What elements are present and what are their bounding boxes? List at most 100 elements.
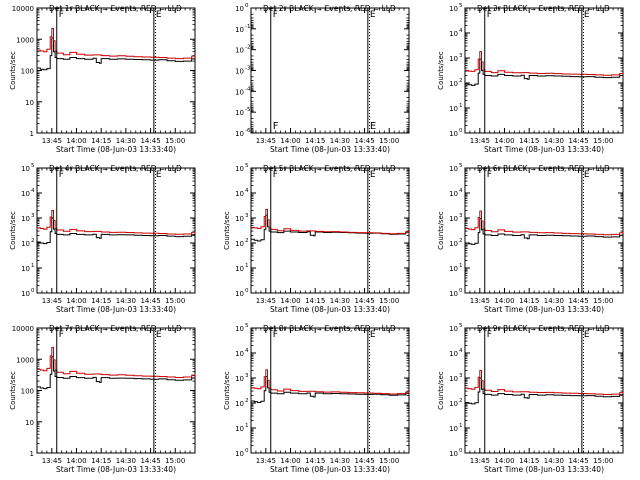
- x-tick-label: 14:45: [140, 297, 160, 305]
- marker-label-top: E: [156, 170, 162, 180]
- chart-title: Det 2r BLACK = Events, RED = LLD: [263, 4, 396, 13]
- x-axis-label: Start Time (08-Jun-03 13:33:40): [56, 305, 176, 314]
- y-tick-exponent: 2: [459, 238, 463, 244]
- series-line-events: [465, 58, 624, 86]
- y-tick-label: 10: [235, 375, 244, 383]
- y-tick-label: 10: [235, 240, 244, 248]
- y-tick-exponent: 4: [459, 188, 463, 194]
- chart-title: Det 7r BLACK = Events, RED = LLD: [49, 324, 182, 333]
- plot-frame: [36, 7, 196, 134]
- y-tick-label: 10: [235, 130, 244, 138]
- y-tick-label: 10: [235, 190, 244, 198]
- chart-title: Det 1r BLACK = Events, RED = LLD: [49, 4, 182, 13]
- x-tick-label: 15:00: [379, 297, 399, 305]
- y-axis-label: Counts/sec: [9, 371, 17, 410]
- y-tick-label: 10: [235, 5, 244, 13]
- y-axis-label: Counts/sec: [437, 371, 445, 410]
- y-tick-exponent: 0: [459, 128, 463, 134]
- marker-label-top: F: [273, 10, 278, 20]
- y-tick-exponent: 3: [459, 373, 463, 379]
- y-tick-exponent: 4: [245, 348, 249, 354]
- y-tick-exponent: 2: [459, 398, 463, 404]
- x-tick-label: 15:00: [165, 137, 185, 145]
- y-tick-exponent: 2: [31, 238, 35, 244]
- marker-label-top: F: [59, 170, 64, 180]
- x-tick-label: 14:30: [330, 137, 350, 145]
- marker-label-top: F: [273, 170, 278, 180]
- x-tick-label: 14:00: [494, 137, 514, 145]
- series-line-events: [37, 356, 196, 390]
- marker-label-top: E: [584, 170, 590, 180]
- marker-label-top: E: [584, 330, 590, 340]
- y-tick-label: 10: [449, 400, 458, 408]
- x-tick-label: 13:45: [470, 137, 490, 145]
- y-tick-exponent: 3: [459, 213, 463, 219]
- series-line-lld: [251, 369, 410, 395]
- marker-label-top: E: [156, 330, 162, 340]
- y-tick-label: 10: [235, 325, 244, 333]
- y-axis-label: Counts/sec: [9, 51, 17, 90]
- series-line-lld: [465, 210, 624, 236]
- y-tick-exponent: -2: [245, 45, 250, 51]
- x-axis-label: Start Time (08-Jun-03 13:33:40): [56, 465, 176, 474]
- y-tick-label: 100: [21, 388, 34, 396]
- y-tick-label: 10: [21, 190, 30, 198]
- x-tick-label: 15:00: [165, 297, 185, 305]
- y-axis-label: Counts/sec: [437, 51, 445, 90]
- y-tick-label: 10: [235, 47, 244, 55]
- x-axis-label: Start Time (08-Jun-03 13:33:40): [484, 305, 604, 314]
- chart-panel-7: 1 10 100 1000 10000 13:45 14:00 14:15 14:30 14:45…: [9, 324, 196, 474]
- chart-title: Det 3r BLACK = Events, RED = LLD: [477, 4, 610, 13]
- y-tick-exponent: 1: [245, 423, 249, 429]
- y-axis-label: Counts/sec: [9, 211, 17, 250]
- x-tick-label: 14:30: [116, 297, 136, 305]
- series-line-events: [251, 214, 410, 242]
- x-tick-label: 14:00: [280, 137, 300, 145]
- y-tick-label: 10: [449, 240, 458, 248]
- marker-label-top: F: [487, 330, 492, 340]
- y-tick-label: 10: [25, 99, 34, 107]
- y-tick-exponent: 4: [459, 348, 463, 354]
- x-tick-label: 14:15: [305, 297, 325, 305]
- y-tick-label: 10: [449, 5, 458, 13]
- x-tick-label: 14:15: [91, 297, 111, 305]
- y-tick-exponent: -6: [245, 128, 251, 134]
- y-tick-label: 10: [235, 109, 244, 117]
- x-tick-label: 14:30: [544, 457, 564, 465]
- x-axis-label: Start Time (08-Jun-03 13:33:40): [484, 145, 604, 154]
- chart-panel-1: 1 10 100 1000 10000 13:45 14:00 14:15 14:30 14:45…: [9, 4, 196, 154]
- y-tick-exponent: 5: [459, 323, 463, 329]
- y-tick-exponent: 1: [459, 103, 463, 109]
- y-tick-label: 10: [449, 290, 458, 298]
- x-tick-label: 14:00: [494, 457, 514, 465]
- x-tick-label: 14:00: [280, 457, 300, 465]
- y-tick-exponent: 5: [459, 163, 463, 169]
- x-tick-label: 14:00: [494, 297, 514, 305]
- y-axis-label: Counts/sec: [437, 211, 445, 250]
- x-tick-label: 14:45: [568, 137, 588, 145]
- x-tick-label: 14:30: [544, 297, 564, 305]
- y-tick-exponent: 3: [31, 213, 35, 219]
- y-tick-label: 1000: [16, 36, 34, 44]
- x-tick-label: 14:15: [305, 457, 325, 465]
- x-tick-label: 15:00: [379, 137, 399, 145]
- series-line-events: [37, 217, 196, 245]
- y-tick-label: 10: [235, 400, 244, 408]
- x-tick-label: 13:45: [256, 137, 276, 145]
- x-tick-label: 13:45: [256, 297, 276, 305]
- x-tick-label: 14:00: [66, 457, 86, 465]
- y-tick-exponent: 1: [459, 423, 463, 429]
- y-tick-exponent: 4: [31, 188, 35, 194]
- y-tick-exponent: -3: [245, 66, 251, 72]
- x-tick-label: 14:45: [354, 457, 374, 465]
- marker-label-top: F: [59, 330, 64, 340]
- plot-frame: [250, 167, 410, 294]
- y-tick-label: 10: [235, 265, 244, 273]
- marker-label-top: F: [273, 330, 278, 340]
- y-tick-label: 10: [449, 450, 458, 458]
- y-tick-exponent: 1: [31, 263, 35, 269]
- y-tick-label: 10: [449, 215, 458, 223]
- y-tick-label: 10: [449, 350, 458, 358]
